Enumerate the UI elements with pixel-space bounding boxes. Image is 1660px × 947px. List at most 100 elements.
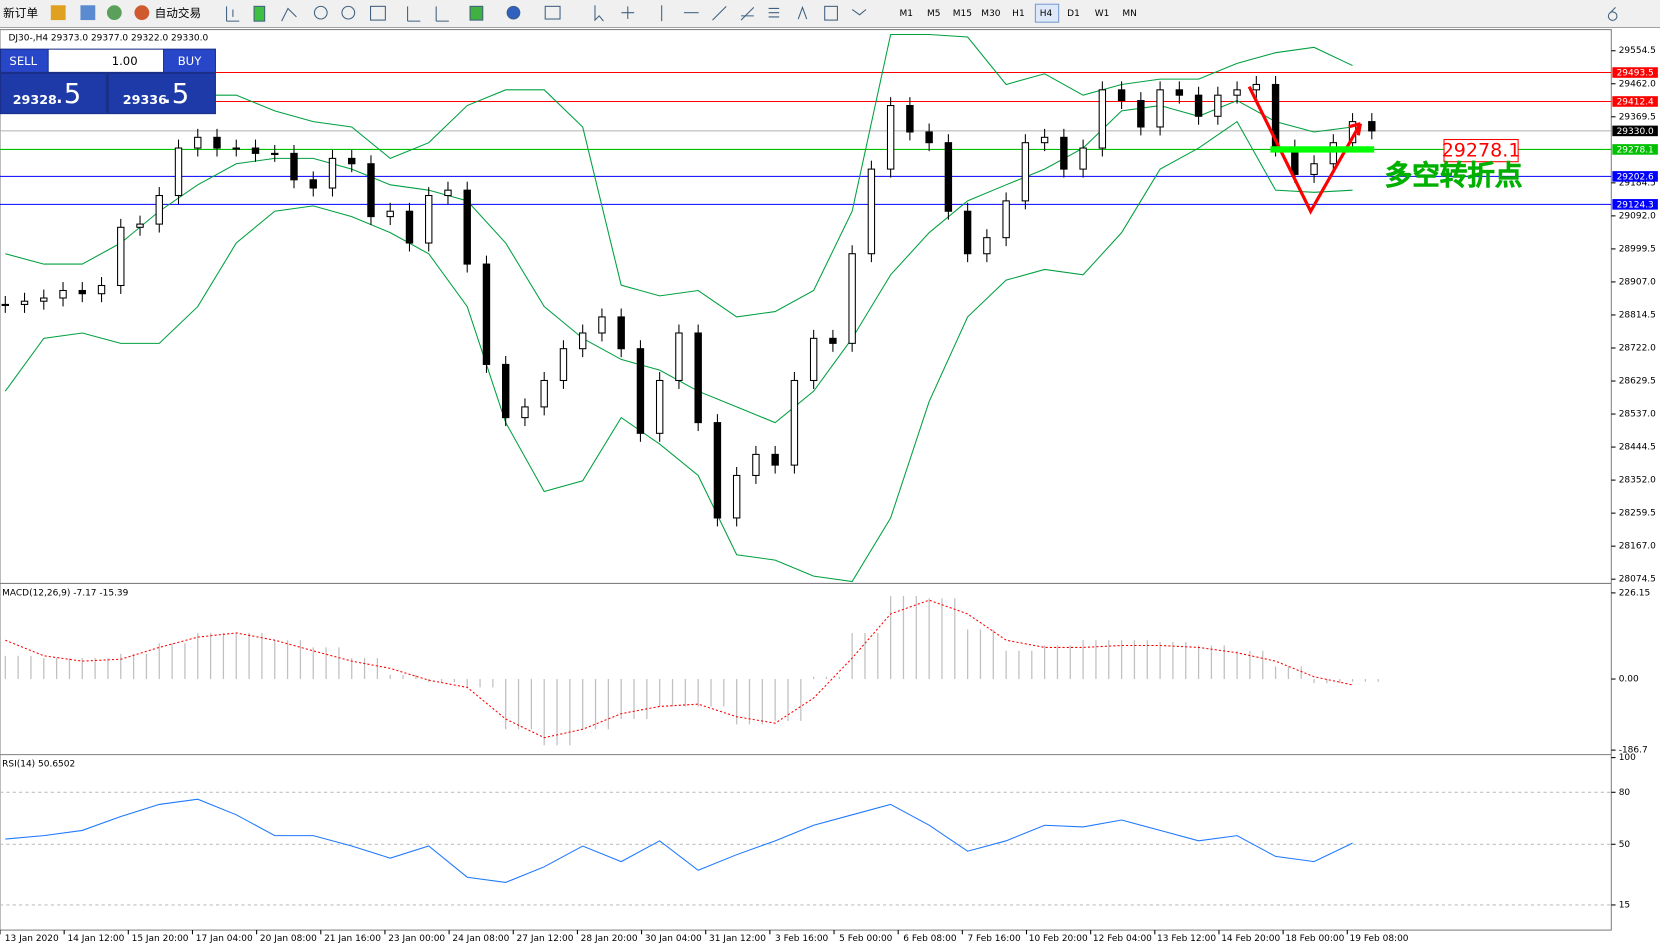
price-level-label: 29278.1 [1617, 145, 1654, 155]
tool-icon[interactable] [407, 6, 421, 22]
periods[interactable] [506, 5, 521, 20]
candle [540, 379, 548, 408]
x-tick-label: 10 Feb 20:00 [1029, 934, 1088, 944]
x-tick-label: 5 Feb 00:00 [839, 934, 893, 944]
candle [829, 337, 837, 344]
buy-label[interactable]: BUY [178, 54, 203, 68]
timeframe-button[interactable]: M30 [981, 9, 1000, 19]
candle [78, 289, 86, 295]
lot-input[interactable] [48, 49, 164, 72]
candle [97, 284, 106, 295]
candle [502, 363, 510, 419]
tool-icon[interactable] [253, 5, 266, 22]
annotation-price: 29278.1 [1442, 140, 1521, 162]
timeframe-button[interactable]: M15 [953, 9, 972, 19]
candle [790, 379, 799, 466]
candle [521, 406, 529, 419]
candle [20, 300, 29, 305]
candle [694, 332, 702, 424]
chart-header: DJ30-,H4 29373.0 29377.0 29322.0 29330.0 [8, 34, 208, 44]
candle [675, 332, 683, 382]
candle [1002, 200, 1010, 239]
cursor-tool[interactable] [594, 5, 604, 22]
toolbar [0, 0, 1660, 28]
candle [213, 136, 221, 149]
candle [963, 210, 972, 255]
x-tick-label: 14 Jan 12:00 [67, 934, 124, 944]
tile-windows[interactable] [370, 5, 386, 21]
y-tick-label: 28352.0 [1619, 476, 1656, 486]
candle [809, 337, 818, 382]
candle [1060, 136, 1068, 170]
timeframe-button[interactable]: H4 [1040, 9, 1053, 19]
auto-trading-button[interactable]: 自动交易 [155, 6, 202, 20]
candle [271, 152, 279, 155]
candle [906, 105, 914, 133]
y-tick-label: 29369.5 [1619, 112, 1656, 122]
timeframe-button[interactable]: D1 [1067, 9, 1080, 19]
x-tick-label: 13 Jan 2020 [5, 934, 59, 944]
timeframe-button[interactable]: M1 [899, 9, 912, 19]
rsi-label: RSI(14) 50.6502 [2, 760, 75, 770]
y-tick-label: 29092.0 [1619, 211, 1656, 221]
buy-price-box[interactable] [109, 73, 215, 114]
x-tick-label: 3 Feb 16:00 [775, 934, 829, 944]
price-level-label: 29330.0 [1617, 127, 1654, 137]
y-tick-label: 28814.5 [1619, 310, 1656, 320]
toolbar-icon[interactable] [50, 5, 66, 21]
y-tick-label: 28259.5 [1619, 509, 1656, 519]
candle [59, 289, 67, 299]
fibo-tool[interactable] [768, 7, 780, 18]
rsi-line [5, 798, 1353, 883]
search[interactable] [1607, 7, 1618, 21]
timeframe-button[interactable]: M5 [927, 9, 940, 19]
candle [425, 194, 433, 244]
crosshair-tool[interactable] [621, 6, 635, 20]
x-tick-label: 30 Jan 04:00 [645, 934, 702, 944]
tool-icon[interactable] [435, 6, 449, 22]
candle [251, 147, 260, 154]
candle [1194, 94, 1203, 117]
candle [944, 142, 953, 212]
price-level-tag [1612, 199, 1658, 210]
candle [578, 332, 587, 350]
buy-button[interactable] [164, 49, 215, 72]
timeframe-button[interactable]: MN [1122, 9, 1136, 19]
templates[interactable] [544, 5, 561, 20]
text-tool[interactable] [797, 5, 808, 20]
channel-tool[interactable] [740, 7, 755, 21]
x-tick-label: 18 Feb 00:00 [1285, 934, 1344, 944]
new-order-button[interactable]: 新订单 [3, 6, 38, 20]
candle [1117, 89, 1126, 102]
candle [463, 189, 471, 265]
indicators[interactable] [469, 5, 484, 21]
rsi-tick-label: 15 [1619, 900, 1630, 910]
candle [1040, 136, 1049, 144]
toolbar-icon[interactable] [80, 5, 96, 21]
lot-value[interactable]: 1.00 [112, 54, 138, 68]
toolbar-icon[interactable] [106, 5, 122, 21]
tool-icon[interactable] [281, 7, 297, 22]
arrows-tool[interactable] [851, 9, 867, 16]
candle [482, 263, 491, 365]
buy-price-fraction: .5 [163, 78, 189, 110]
sell-label[interactable]: SELL [9, 54, 37, 68]
sell-button[interactable] [1, 49, 48, 72]
candle [444, 189, 452, 197]
zoom-out[interactable] [341, 5, 356, 20]
auto-trading-icon[interactable] [134, 5, 150, 21]
sell-price-box[interactable] [1, 73, 106, 114]
zoom-in[interactable] [313, 5, 328, 20]
timeframe-button[interactable]: W1 [1095, 9, 1110, 19]
label-tool[interactable] [824, 5, 838, 21]
x-tick-label: 12 Feb 04:00 [1093, 934, 1152, 944]
trendline-tool[interactable] [712, 5, 727, 21]
active-timeframe [1034, 3, 1060, 23]
x-tick-label: 21 Jan 16:00 [324, 934, 381, 944]
tool-icon[interactable] [226, 6, 240, 22]
candle [1098, 89, 1107, 149]
y-tick-label: 28722.0 [1619, 343, 1656, 353]
y-tick-label: 29184.5 [1619, 178, 1656, 188]
timeframe-button[interactable]: H1 [1012, 9, 1024, 19]
